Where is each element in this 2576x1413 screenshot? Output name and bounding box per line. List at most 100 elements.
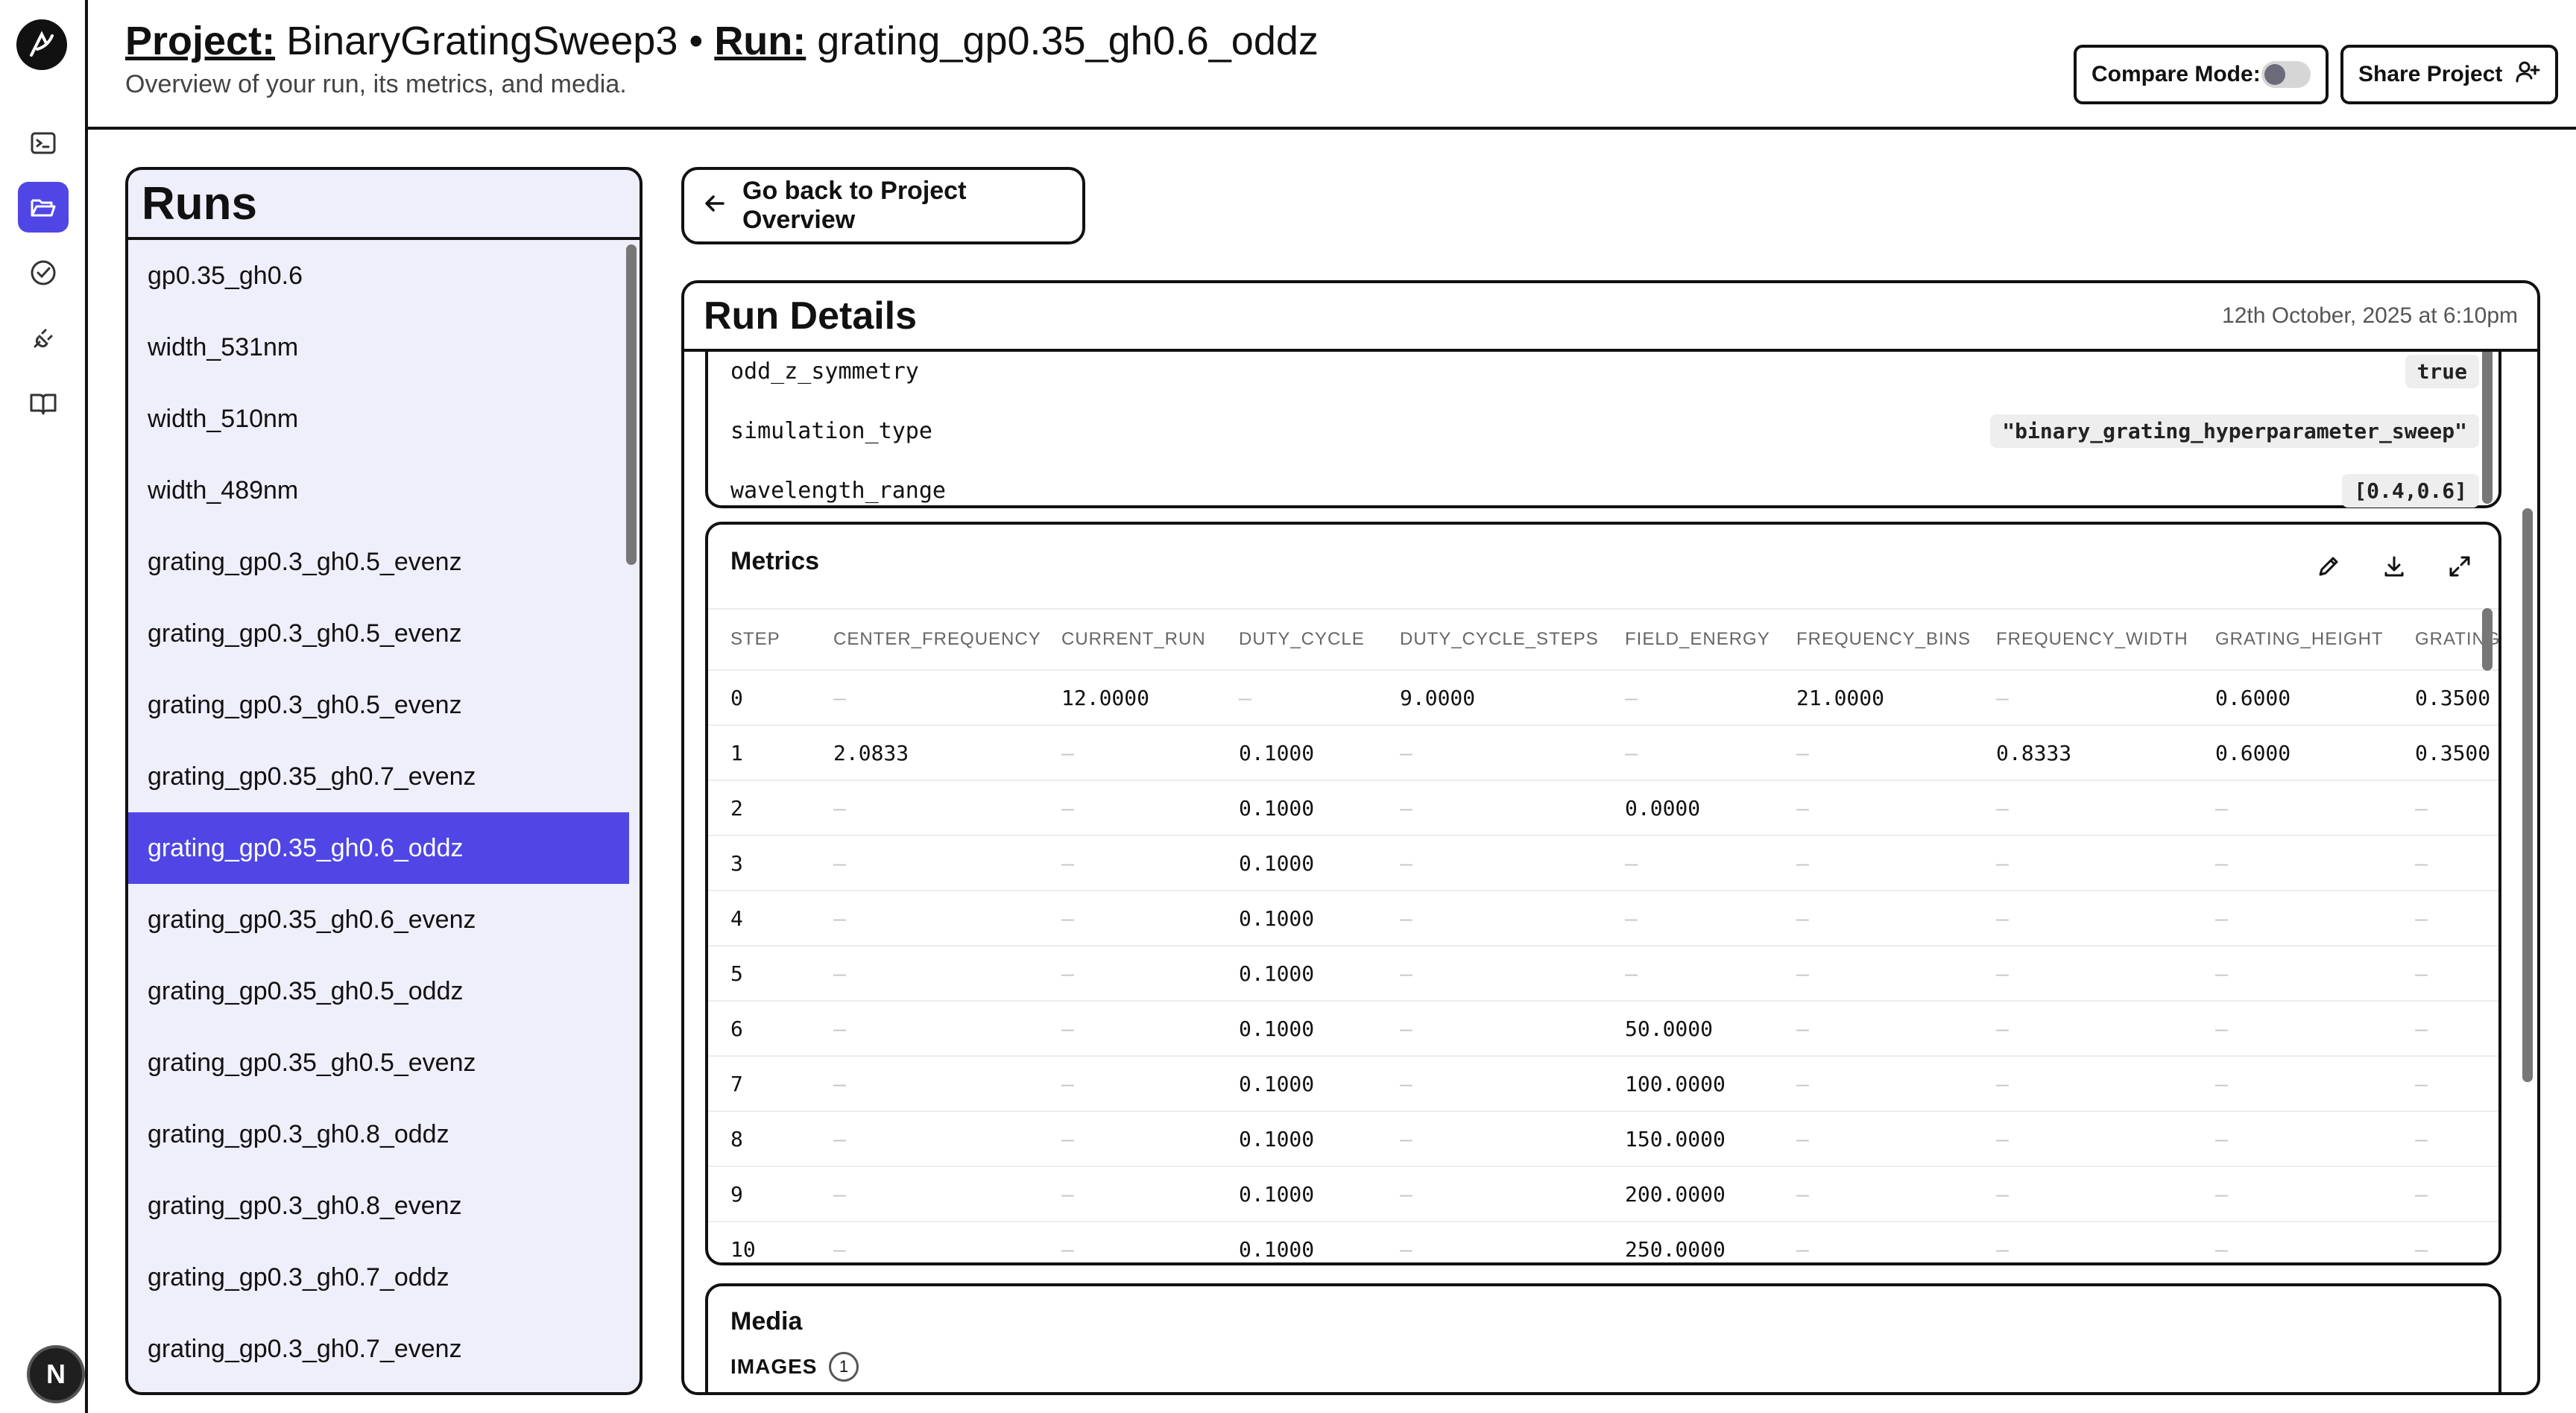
metric-cell: 0.1000 — [1239, 1236, 1315, 1262]
run-list-item[interactable]: grating_gp0.35_gh0.6_oddz — [128, 812, 629, 884]
column-header[interactable]: FREQUENCY_WIDTH — [1996, 629, 2188, 649]
folder-open-icon[interactable] — [18, 182, 69, 233]
run-list-item[interactable]: grating_gp0.3_gh0.7_oddz — [148, 1262, 449, 1292]
metrics-scrollbar[interactable] — [2482, 608, 2493, 671]
metric-cell: – — [2415, 850, 2428, 876]
parameters-card: odd_z_symmetry true simulation_type "bin… — [705, 352, 2501, 508]
metric-cell: – — [1400, 740, 1412, 765]
run-list-item[interactable]: width_489nm — [148, 475, 299, 505]
metric-cell: – — [1625, 850, 1638, 876]
metric-cell: – — [1400, 850, 1412, 876]
run-label-link[interactable]: Run: — [714, 19, 806, 63]
run-list-item[interactable]: grating_gp0.35_gh0.5_evenz — [148, 1048, 476, 1077]
metric-cell: – — [1061, 795, 1074, 821]
edit-pencil-icon[interactable] — [2312, 550, 2345, 583]
metric-cell: 0.1000 — [1239, 905, 1315, 931]
metric-cell: – — [1061, 1126, 1074, 1151]
back-to-project-overview-button[interactable]: Go back to Project Overview — [681, 167, 1085, 244]
run-list-item[interactable]: grating_gp0.35_gh0.7_evenz — [148, 762, 476, 791]
metric-cell: – — [1796, 795, 1809, 821]
runs-list[interactable]: gp0.35_gh0.6 width_531nm width_510nm width_… — [128, 240, 640, 1392]
run-list-item[interactable]: width_531nm — [148, 332, 299, 361]
metrics-toolbar — [2312, 550, 2476, 583]
metric-cell: – — [2415, 1181, 2428, 1207]
metric-cell: – — [2215, 1181, 2228, 1207]
metric-cell: – — [1400, 1181, 1412, 1207]
run-list-item[interactable]: gp0.35_gh0.6 — [148, 261, 303, 290]
metric-cell: – — [1996, 1071, 2009, 1096]
metric-cell: – — [2215, 850, 2228, 876]
app-logo-icon[interactable] — [16, 19, 67, 70]
run-list-item[interactable]: width_510nm — [148, 404, 299, 433]
metric-cell: – — [1996, 1181, 2009, 1207]
run-details-body[interactable]: odd_z_symmetry true simulation_type "bin… — [684, 352, 2537, 1392]
metric-cell: – — [2415, 1016, 2428, 1041]
metric-cell: – — [1996, 1016, 2009, 1041]
avatar-initial: N — [46, 1359, 66, 1389]
project-label-link[interactable]: Project: — [125, 19, 276, 63]
run-list-item[interactable]: grating_gp0.3_gh0.5_evenz — [148, 619, 462, 648]
terminal-icon[interactable] — [18, 118, 69, 168]
download-icon[interactable] — [2378, 550, 2411, 583]
metrics-header-row: STEP CENTER_FREQUENCY CURRENT_RUN DUTY_CYCL… — [708, 608, 2498, 671]
run-list-item[interactable]: grating_gp0.3_gh0.8_evenz — [148, 1191, 462, 1220]
metric-cell: – — [1061, 740, 1074, 765]
metric-cell: – — [833, 795, 846, 821]
run-list-item[interactable]: grating_gp0.3_gh0.5_evenz — [148, 690, 462, 719]
parameters-scrollbar[interactable] — [2482, 352, 2493, 504]
book-open-icon[interactable] — [18, 379, 69, 429]
plug-icon[interactable] — [18, 313, 69, 364]
metric-cell: 0.8333 — [1996, 740, 2072, 765]
column-header[interactable]: DUTY_CYCLE_STEPS — [1400, 629, 1599, 649]
column-header[interactable]: FREQUENCY_BINS — [1796, 629, 1972, 649]
param-value: true — [2405, 354, 2479, 388]
runs-scrollbar[interactable] — [626, 244, 637, 565]
run-list-item[interactable]: grating_gp0.3_gh0.7_evenz — [148, 1334, 462, 1363]
metric-cell: 0.1000 — [1239, 961, 1315, 986]
column-header[interactable]: GRATING_HEIGHT — [2215, 629, 2384, 649]
compare-mode-toggle-button[interactable]: Compare Mode: — [2074, 45, 2329, 104]
expand-icon[interactable] — [2443, 550, 2476, 583]
share-project-button[interactable]: Share Project — [2340, 45, 2558, 104]
param-key: odd_z_symmetry — [730, 358, 919, 385]
metric-cell: – — [1996, 1236, 2009, 1262]
param-row: wavelength_range [0.4,0.6] — [730, 468, 2479, 513]
metric-cell: – — [1400, 1071, 1412, 1096]
metric-cell: – — [1625, 961, 1638, 986]
metric-cell: – — [1996, 1126, 2009, 1151]
metric-cell: – — [1061, 1236, 1074, 1262]
param-value: [0.4,0.6] — [2342, 473, 2479, 508]
metric-cell: – — [833, 1181, 846, 1207]
run-list-item[interactable]: grating_gp0.35_gh0.5_oddz — [148, 976, 464, 1005]
metric-cell: 0.6000 — [2215, 685, 2291, 710]
run-details-scrollbar[interactable] — [2522, 508, 2533, 1082]
metric-cell: – — [2415, 1126, 2428, 1151]
metric-cell: 100.0000 — [1625, 1071, 1726, 1096]
compare-mode-switch[interactable] — [2261, 61, 2311, 88]
param-key: simulation_type — [730, 417, 932, 444]
check-circle-icon[interactable] — [18, 247, 69, 298]
metric-cell: – — [2215, 1126, 2228, 1151]
run-list-item[interactable]: grating_gp0.3_gh0.5_evenz — [148, 547, 462, 576]
run-list-item[interactable]: grating_gp0.35_gh0.6_evenz — [148, 905, 476, 934]
metric-cell: 0.1000 — [1239, 850, 1315, 876]
avatar[interactable]: N — [27, 1345, 85, 1403]
metric-cell: – — [2215, 1236, 2228, 1262]
media-images-tab[interactable]: IMAGES 1 — [730, 1352, 859, 1382]
run-list-item[interactable]: grating_gp0.3_gh0.8_oddz — [148, 1119, 449, 1148]
back-button-label: Go back to Project Overview — [742, 177, 967, 234]
metric-cell: 0.1000 — [1239, 1016, 1315, 1041]
column-header[interactable]: FIELD_ENERGY — [1625, 629, 1770, 649]
column-header[interactable]: STEP — [730, 629, 780, 649]
column-header[interactable]: DUTY_CYCLE — [1239, 629, 1365, 649]
step-cell: 9 — [730, 1181, 743, 1207]
column-header[interactable]: CENTER_FREQUENCY — [833, 629, 1041, 649]
metric-cell: 0.0000 — [1625, 795, 1701, 821]
metric-cell: 0.1000 — [1239, 740, 1315, 765]
metric-cell: – — [1061, 1016, 1074, 1041]
metric-cell: – — [833, 685, 846, 710]
param-row: odd_z_symmetry true — [730, 352, 2479, 393]
project-name: BinaryGratingSweep3 — [286, 19, 678, 63]
metric-cell: – — [1796, 1071, 1809, 1096]
column-header[interactable]: CURRENT_RUN — [1061, 629, 1206, 649]
